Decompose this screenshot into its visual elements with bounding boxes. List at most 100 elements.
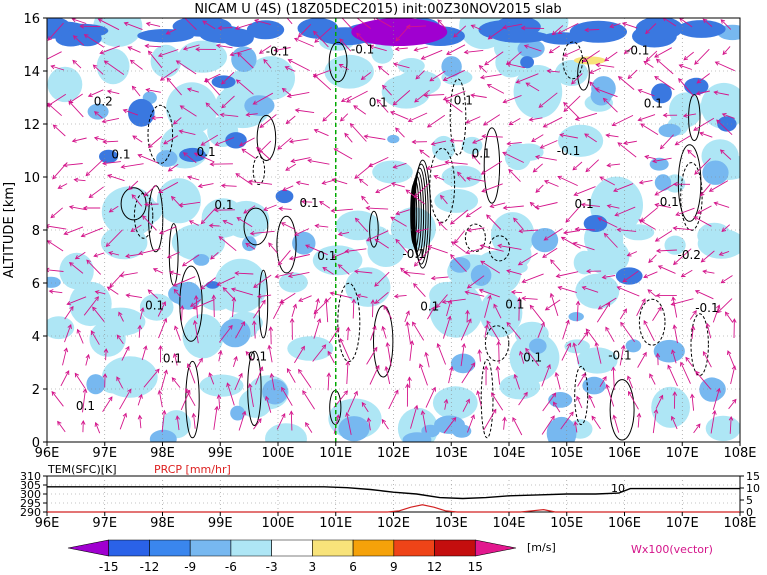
contour-line	[677, 144, 702, 222]
wind-vector-head	[699, 131, 704, 137]
wind-vector-head	[622, 308, 627, 314]
wind-vector-head	[143, 192, 149, 197]
wind-vector-head	[517, 296, 522, 302]
colorbar-segment	[67, 539, 110, 557]
colorbar-tick-label: 6	[349, 560, 357, 574]
wind-vector	[47, 240, 64, 252]
shade-blob	[156, 178, 201, 224]
wind-vector	[312, 344, 326, 362]
wind-vector-head	[240, 321, 245, 326]
wind-vector-head	[450, 254, 455, 259]
wind-vector	[656, 58, 674, 75]
wind-vector	[372, 300, 374, 318]
wind-vector-head	[626, 375, 632, 381]
y-tick-label: 6	[32, 277, 40, 292]
y-tick-label: 4	[32, 330, 40, 345]
wind-vector-head	[144, 43, 150, 49]
surface-x-tick-label: 105E	[550, 516, 583, 531]
wind-vector	[715, 61, 735, 72]
wind-vector-head	[724, 311, 730, 317]
wind-vector	[582, 286, 599, 293]
shade-blob	[432, 386, 478, 420]
wind-vector-head	[63, 347, 69, 353]
wind-vector	[47, 225, 67, 230]
wind-vector	[655, 395, 664, 409]
wind-vector-head	[442, 96, 448, 101]
shade-blob	[593, 354, 616, 369]
wind-vector	[619, 308, 627, 320]
wind-vector-head	[640, 123, 645, 128]
contour-line	[337, 282, 361, 363]
wind-vector-head	[685, 356, 690, 362]
surface-right-tick-label: 15	[746, 470, 760, 483]
shade-blob	[287, 336, 334, 361]
shade-blob	[697, 222, 732, 249]
wind-vector-head	[461, 342, 467, 348]
wind-vector-head	[335, 414, 340, 420]
wind-vector-head	[449, 220, 455, 225]
prcp-legend-label: PRCP [mm/hr]	[154, 463, 231, 476]
wind-vector	[565, 207, 579, 223]
wind-vector-head	[716, 119, 721, 125]
wind-vector	[294, 346, 305, 364]
wind-vector-head	[713, 90, 719, 96]
wind-vector	[393, 162, 407, 169]
wind-vector-head	[263, 58, 268, 64]
wind-vector-head	[50, 64, 56, 70]
wind-vector-head	[170, 195, 176, 201]
wind-vector	[524, 45, 542, 52]
wind-vector	[383, 305, 393, 320]
wind-vector-head	[637, 117, 643, 122]
wind-vector	[645, 23, 657, 34]
wind-vector-head	[256, 294, 262, 299]
wind-vector	[617, 286, 640, 297]
wind-vector-head	[377, 65, 383, 71]
wind-vector-head	[544, 306, 550, 311]
wind-vector	[561, 343, 571, 361]
wind-vector	[654, 47, 673, 58]
wind-vector-head	[447, 299, 453, 305]
wind-vector-head	[145, 87, 151, 93]
wind-vector	[88, 89, 104, 97]
wind-vector-head	[400, 267, 405, 273]
wind-vector	[250, 230, 275, 235]
x-tick-label: 106E	[608, 446, 641, 461]
wind-vector	[72, 60, 82, 69]
wind-vector-head	[492, 408, 497, 414]
wind-vector	[547, 70, 560, 73]
wind-vector-head	[392, 100, 398, 106]
colorbar: -15 -12 -9 -6 -3 3 6 9 12 15	[67, 539, 517, 574]
wind-vector-head	[572, 241, 578, 247]
wind-vector-head	[694, 170, 699, 175]
wind-vector-head	[51, 390, 56, 396]
wind-vector	[204, 73, 221, 82]
wind-vector	[93, 252, 105, 257]
wind-vector-head	[162, 317, 168, 323]
wind-vector	[464, 49, 484, 53]
wind-vector	[716, 119, 733, 136]
wind-vector	[278, 250, 291, 266]
wind-vector	[173, 353, 178, 366]
wind-vector-head	[604, 56, 610, 62]
wind-vector-head	[695, 91, 701, 96]
wind-vector-head	[495, 365, 501, 371]
wind-vector-head	[617, 75, 623, 81]
wind-vector-head	[80, 233, 86, 238]
wind-vector-head	[71, 138, 77, 143]
wind-vector-head	[453, 33, 458, 38]
wind-vector-head	[641, 298, 646, 304]
wind-vector	[163, 135, 179, 145]
wind-vector	[544, 228, 563, 241]
shade-blob	[101, 186, 157, 237]
shade-blob	[421, 424, 440, 438]
wind-vector-head	[721, 112, 727, 118]
wind-vector	[720, 149, 732, 160]
wind-vector-head	[120, 164, 126, 169]
wind-vector-head	[92, 64, 98, 70]
wind-vector-head	[93, 111, 99, 116]
wind-vector-head	[595, 62, 601, 68]
wind-vector	[356, 32, 370, 46]
shade-blob	[658, 123, 681, 138]
wind-vector	[160, 370, 168, 391]
